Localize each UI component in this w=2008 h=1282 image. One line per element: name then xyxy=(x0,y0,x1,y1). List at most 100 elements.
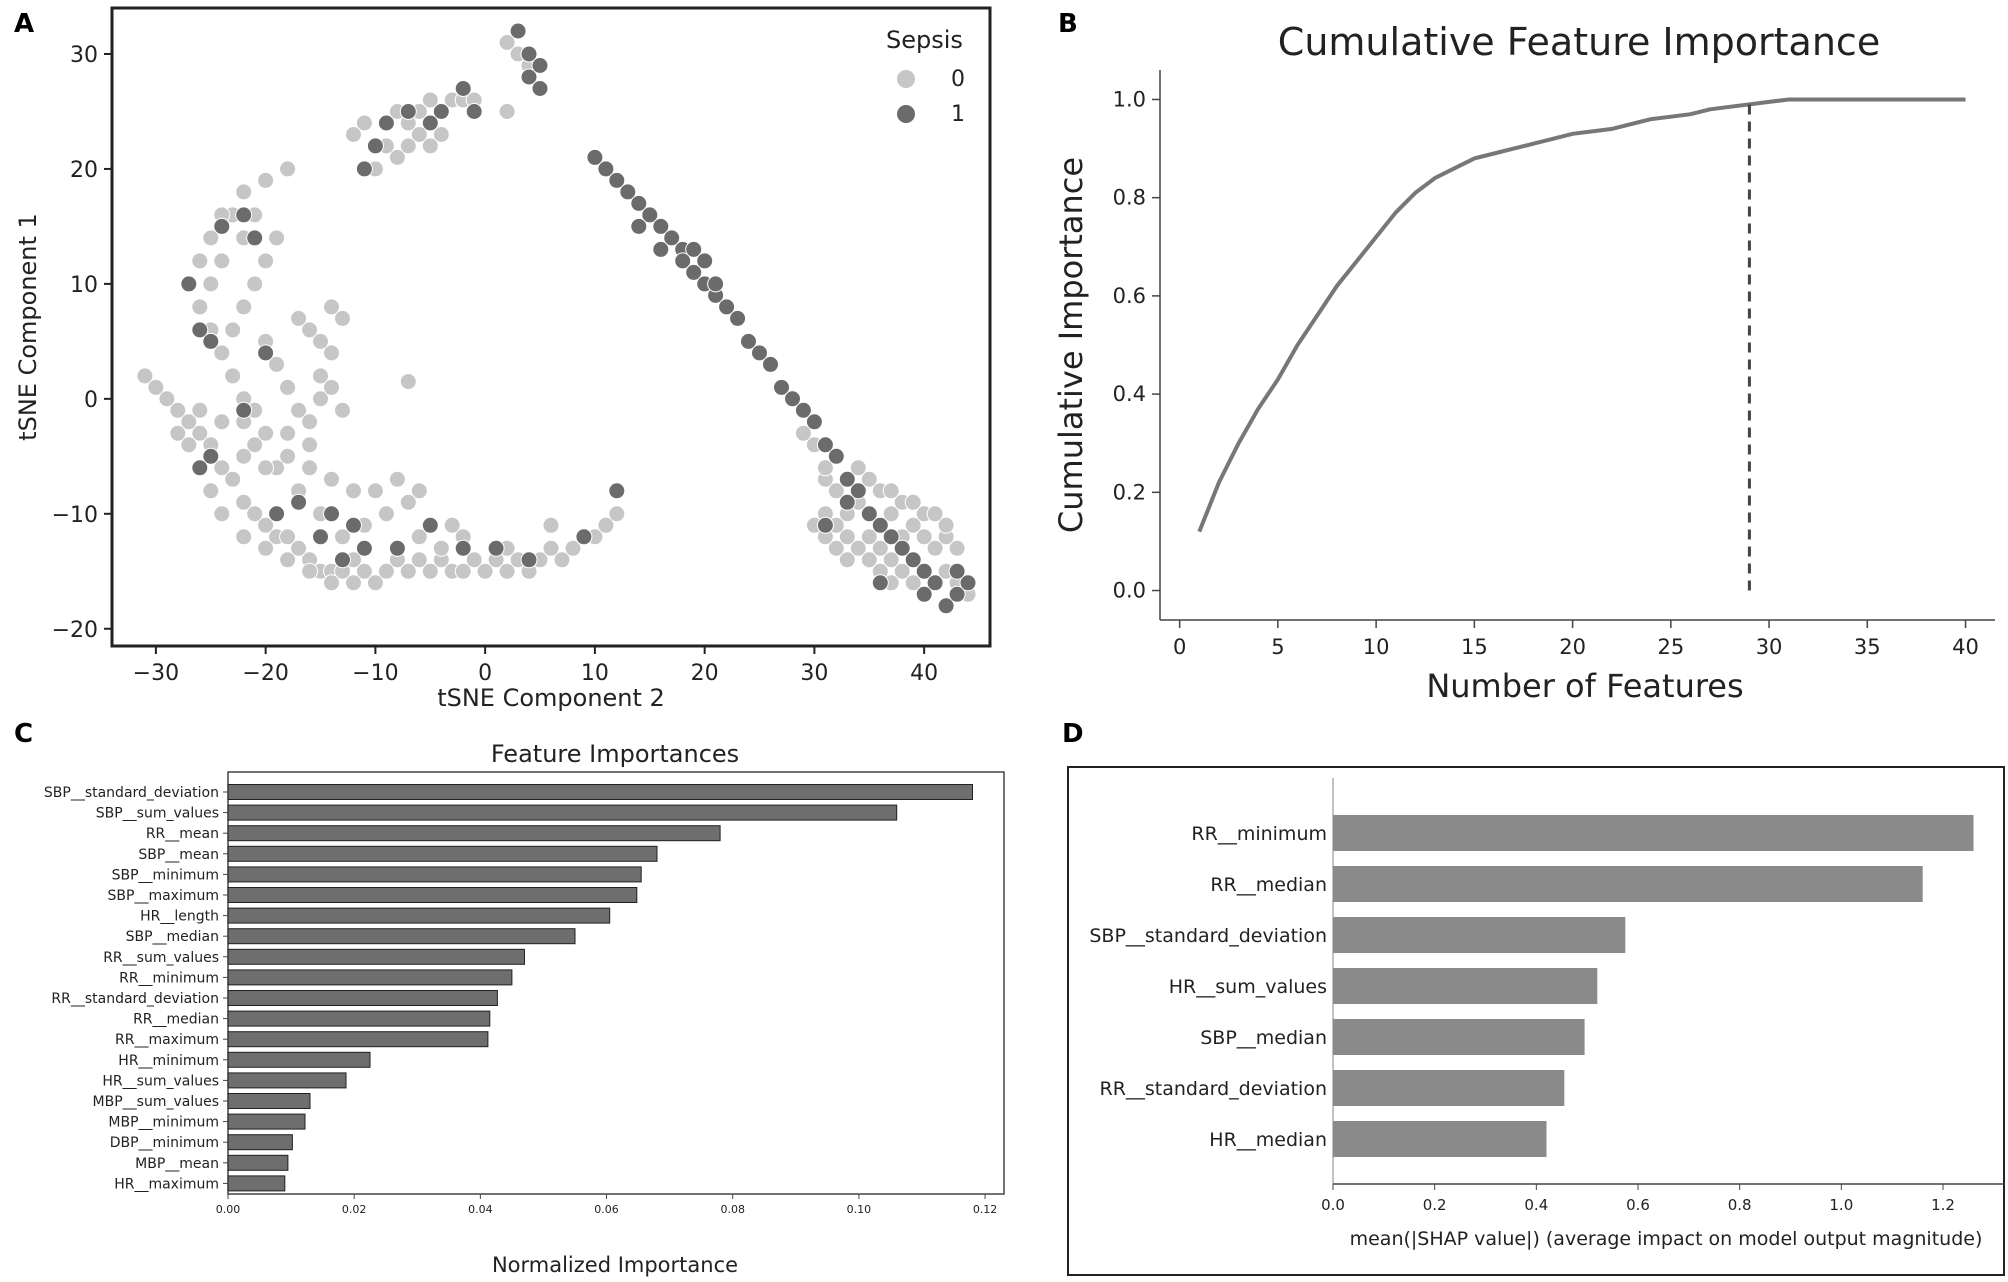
legend-marker-0 xyxy=(897,70,915,88)
x-tick-label: 20 xyxy=(1559,635,1586,659)
scatter-point-sepsis-0 xyxy=(399,493,417,511)
scatter-point-sepsis-1 xyxy=(465,103,483,120)
scatter-point-sepsis-0 xyxy=(871,539,889,557)
y-tick-label: MBP__mean xyxy=(135,1156,219,1172)
scatter-point-sepsis-0 xyxy=(345,126,362,143)
scatter-point-sepsis-0 xyxy=(410,126,428,143)
panel-c-bar-chart: Feature Importances SBP__standard_deviat… xyxy=(44,740,1005,1277)
y-tick-label: SBP__standard_deviation xyxy=(44,785,219,801)
scatter-point-sepsis-0 xyxy=(235,183,253,201)
bar xyxy=(227,825,721,842)
x-tick-label: 0.08 xyxy=(720,1203,745,1216)
scatter-point-sepsis-1 xyxy=(312,528,329,546)
scatter-point-sepsis-1 xyxy=(784,390,801,408)
y-tick-label: DBP__minimum xyxy=(110,1135,219,1151)
scatter-point-sepsis-0 xyxy=(202,275,220,293)
scatter-point-sepsis-1 xyxy=(290,493,308,511)
x-tick-label: 35 xyxy=(1854,635,1881,659)
y-tick-label: HR__length xyxy=(140,909,219,925)
scatter-point-sepsis-0 xyxy=(323,298,340,316)
x-tick-label: 1.0 xyxy=(1829,1196,1853,1214)
panel-letter-c: C xyxy=(14,719,33,749)
y-tick-label: 0.2 xyxy=(1113,480,1146,504)
scatter-point-sepsis-0 xyxy=(608,505,626,523)
scatter-point-sepsis-1 xyxy=(641,206,659,224)
scatter-point-sepsis-1 xyxy=(377,114,395,132)
bar xyxy=(227,1113,306,1130)
scatter-point-sepsis-0 xyxy=(904,574,922,592)
scatter-point-sepsis-0 xyxy=(224,321,242,339)
scatter-point-sepsis-1 xyxy=(520,551,538,569)
y-tick-label: HR__median xyxy=(1209,1129,1327,1151)
x-tick-label: 0.10 xyxy=(847,1203,872,1216)
x-tick-label: 30 xyxy=(1756,635,1783,659)
scatter-point-sepsis-0 xyxy=(816,459,834,477)
bar xyxy=(227,1051,371,1068)
x-tick-label: 30 xyxy=(800,661,828,686)
y-axis-label: tSNE Component 1 xyxy=(14,213,42,441)
scatter-point-sepsis-1 xyxy=(246,229,264,247)
panel-letter-b: B xyxy=(1058,9,1078,39)
plot-frame xyxy=(110,6,992,648)
scatter-point-sepsis-0 xyxy=(399,137,417,155)
scatter-point-sepsis-1 xyxy=(630,217,648,235)
scatter-point-sepsis-1 xyxy=(454,80,472,97)
y-axis-ticks: 0.0 0.2 0.4 0.6 0.8 1.0 xyxy=(1113,87,1160,603)
scatter-point-sepsis-1 xyxy=(355,160,373,178)
scatter-point-sepsis-1 xyxy=(663,229,681,247)
bar xyxy=(227,990,498,1006)
scatter-point-sepsis-0 xyxy=(882,551,900,569)
scatter-point-sepsis-0 xyxy=(827,539,845,557)
scatter-point-sepsis-0 xyxy=(268,355,286,373)
scatter-point-sepsis-1 xyxy=(794,401,812,419)
scatter-point-sepsis-1 xyxy=(180,275,198,293)
scatter-point-sepsis-0 xyxy=(213,505,231,523)
bar xyxy=(227,804,898,821)
scatter-point-sepsis-0 xyxy=(290,309,308,327)
bars: RR__minimum RR__median SBP__standard_devia… xyxy=(1089,815,1974,1157)
scatter-point-sepsis-0 xyxy=(597,516,615,534)
scatter-point-sepsis-1 xyxy=(729,309,747,327)
scatter-point-sepsis-1 xyxy=(926,574,944,592)
x-tick-label: 0.2 xyxy=(1423,1196,1447,1214)
bar xyxy=(227,907,611,924)
scatter-point-sepsis-1 xyxy=(904,551,922,569)
x-tick-label: 0.12 xyxy=(973,1203,998,1216)
scatter-point-sepsis-1 xyxy=(751,344,768,362)
scatter-point-sepsis-0 xyxy=(498,562,516,580)
y-tick-label: −10 xyxy=(52,503,98,528)
scatter-point-sepsis-0 xyxy=(213,459,231,477)
scatter-point-sepsis-1 xyxy=(597,160,615,178)
scatter-point-sepsis-0 xyxy=(191,401,209,419)
scatter-point-sepsis-0 xyxy=(421,137,439,155)
scatter-point-sepsis-0 xyxy=(224,367,242,385)
scatter-point-sepsis-0 xyxy=(246,505,264,523)
bar xyxy=(227,1134,293,1151)
panel-frame xyxy=(1067,766,2005,1276)
bar xyxy=(1333,815,1974,851)
chart-title: Feature Importances xyxy=(491,740,739,768)
scatter-point-sepsis-0 xyxy=(246,436,264,454)
x-axis-label: Normalized Importance xyxy=(492,1253,738,1277)
scatter-point-sepsis-0 xyxy=(794,424,812,442)
scatter-point-sepsis-1 xyxy=(871,516,889,534)
y-tick-label: SBP__median xyxy=(126,929,219,945)
scatter-point-sepsis-0 xyxy=(323,470,340,488)
panel-letter-a: A xyxy=(14,9,34,39)
scatter-point-sepsis-0 xyxy=(268,229,286,247)
scatter-point-sepsis-0 xyxy=(235,298,253,316)
x-axis-ticks: −30 −20 −10 0 10 20 30 40 xyxy=(133,646,938,686)
scatter-point-sepsis-0 xyxy=(564,539,582,557)
scatter-point-sepsis-1 xyxy=(421,114,439,132)
scatter-point-sepsis-0 xyxy=(158,390,176,408)
scatter-point-sepsis-0 xyxy=(257,539,275,557)
scatter-point-sepsis-0 xyxy=(301,321,319,339)
scatter-points xyxy=(136,22,977,615)
scatter-point-sepsis-0 xyxy=(147,378,165,396)
scatter-point-sepsis-0 xyxy=(926,539,944,557)
x-tick-label: 0.02 xyxy=(342,1203,367,1216)
y-tick-label: SBP__sum_values xyxy=(96,806,219,822)
scatter-point-sepsis-1 xyxy=(345,516,362,534)
scatter-point-sepsis-0 xyxy=(301,562,319,580)
